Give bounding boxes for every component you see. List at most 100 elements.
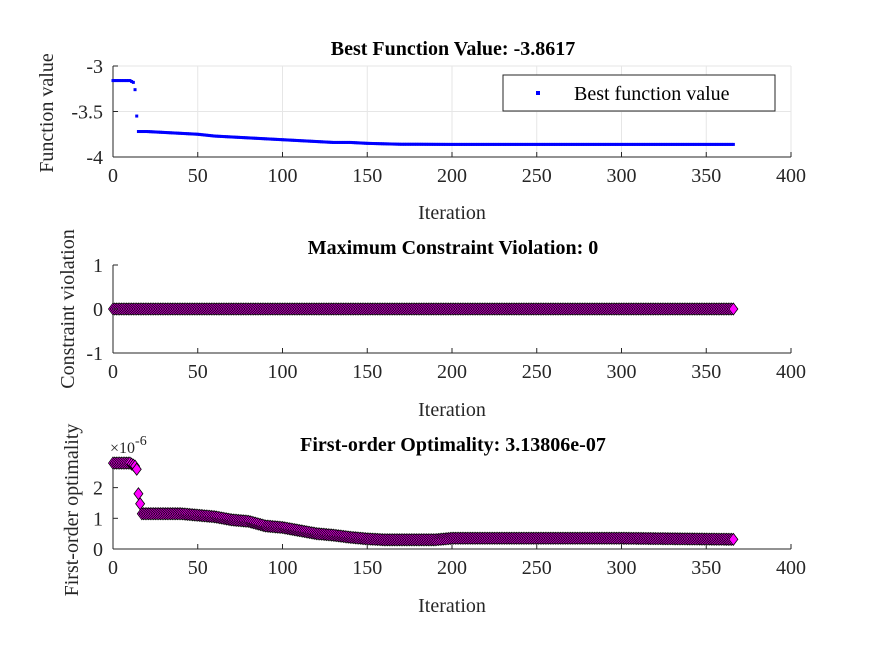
data-point [614,142,618,146]
data-point [499,142,503,146]
data-point [513,142,517,146]
data-point [257,136,261,140]
data-point [330,140,334,144]
data-point [635,142,639,146]
data-point [531,142,535,146]
y-tick-label: 1 [93,508,103,530]
x-tick-label: 250 [522,165,552,187]
data-point [219,134,223,138]
data-point [164,131,168,135]
data-point [270,137,274,141]
data-point [501,142,505,146]
x-tick-label: 100 [268,361,298,383]
data-point [723,142,727,146]
data-point [365,141,369,145]
data-point [299,139,303,143]
data-point [460,142,464,146]
data-point [475,142,479,146]
data-point [162,130,166,134]
data-point [277,138,281,142]
data-point [618,142,622,146]
data-point [133,88,137,92]
data-point [536,142,540,146]
data-point [509,142,513,146]
data-point [282,138,286,142]
data-point [238,135,242,139]
data-point [521,142,525,146]
data-point [131,462,142,476]
data-point [214,134,218,138]
data-point [411,142,415,146]
data-point [370,141,374,145]
data-point [681,142,685,146]
y-tick-label: 0 [93,299,103,321]
data-point [153,130,157,134]
x-tick-label: 400 [776,361,806,383]
data-point [311,139,315,143]
data-point [391,142,395,146]
data-point [321,140,325,144]
data-point [448,142,452,146]
data-point [284,138,288,142]
data-point [126,79,130,83]
data-point [603,142,607,146]
y-axis-label: Function value [36,53,58,173]
data-point [564,142,568,146]
data-point [465,142,469,146]
x-tick-label: 300 [607,557,637,579]
data-point [206,133,210,137]
data-point [562,142,566,146]
data-point [592,142,596,146]
data-point [621,142,625,146]
data-point [316,140,320,144]
data-point [113,79,117,83]
data-point [203,133,207,137]
data-point [660,142,664,146]
data-point [703,142,707,146]
data-point [258,137,262,141]
data-point [419,142,423,146]
data-point [306,139,310,143]
data-point [381,142,385,146]
data-point [584,142,588,146]
data-point [379,142,383,146]
data-point [658,142,662,146]
data-point [482,142,486,146]
data-point [404,142,408,146]
data-point [382,142,386,146]
data-point [558,142,562,146]
x-tick-label: 350 [691,557,721,579]
data-point [492,142,496,146]
data-point [679,142,683,146]
data-point [675,142,679,146]
data-point [630,142,634,146]
data-point [533,142,537,146]
data-point [123,79,127,83]
data-point [170,131,174,135]
data-point [472,142,476,146]
data-point [577,142,581,146]
data-point [260,137,264,141]
data-point [674,142,678,146]
data-point [620,142,623,146]
x-tick-label: 400 [776,165,806,187]
data-point [367,141,371,145]
data-point [597,142,601,146]
data-point [386,142,390,146]
data-point [425,142,429,146]
data-point [436,142,440,146]
data-point [338,140,342,144]
data-point [694,142,698,146]
data-point [286,138,290,142]
data-point [721,142,725,146]
data-point [374,142,378,146]
data-point [414,142,418,146]
data-point [116,79,120,83]
data-point [570,142,574,146]
data-point [684,142,688,146]
y-tick-label: -4 [86,147,103,169]
data-point [155,130,159,134]
y-axis-label: Constraint violation [57,229,79,388]
first-order-optimality-plot: First-order Optimality: 3.13806e-07 0 50 1… [61,424,806,617]
